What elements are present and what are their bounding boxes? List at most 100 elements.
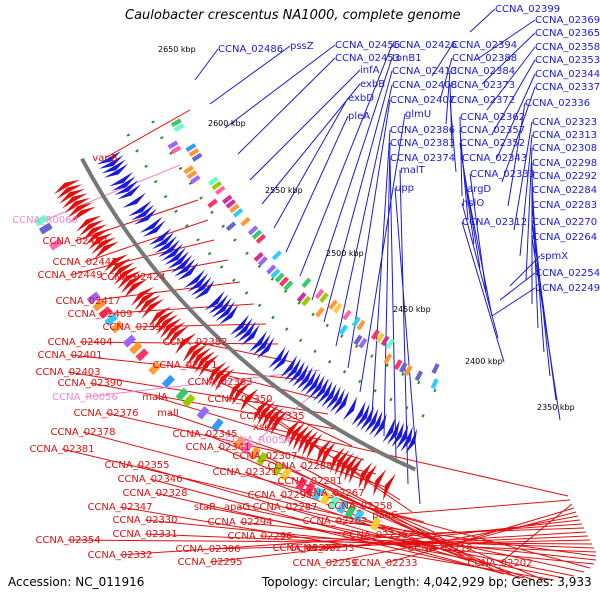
reverse-gene-arrow [283, 419, 301, 445]
forward-gene-label-leader [445, 70, 451, 125]
forward-gene-arrow [321, 383, 337, 407]
forward-gene-arrow [101, 159, 126, 174]
forward-gene-label: argD [467, 184, 491, 195]
forward-gene-label: spmX [540, 251, 568, 262]
cog-block [221, 194, 233, 205]
reverse-gene-label-leader [67, 539, 593, 545]
forward-gene-label-leader [509, 255, 541, 287]
reverse-gene-label: CCNA_02452 [42, 236, 107, 247]
forward-gene-arrow [355, 403, 370, 429]
feature-block [196, 406, 210, 420]
cog-block [247, 225, 259, 236]
reverse-gene-label: CCNA_02449 [37, 270, 102, 281]
forward-gene-label: CCNA_02413 [392, 66, 457, 77]
forward-gene-label-leader [501, 86, 536, 183]
forward-gene-label: CCNA_02362 [460, 112, 525, 123]
reverse-gene-arrow [148, 306, 172, 327]
cog-block [314, 288, 325, 300]
forward-gene-arrow [400, 426, 413, 452]
reverse-gene-arrow [288, 422, 305, 448]
feature-block [344, 504, 357, 519]
cog-block [255, 233, 266, 244]
reverse-gene-arrow [334, 449, 350, 476]
forward-gene-arrow [184, 269, 205, 289]
forward-gene-label: CCNA_02386 [390, 125, 455, 136]
cog-block [356, 319, 366, 331]
forward-gene-label-leader [469, 8, 496, 33]
forward-gene-label: CCNA_02426 [392, 40, 457, 51]
reverse-gene-arrow [76, 215, 102, 232]
reverse-gene-arrow [231, 382, 251, 406]
forward-gene-arrow [256, 337, 275, 359]
cog-block [173, 123, 185, 133]
cog-block [404, 364, 413, 376]
forward-gene-arrow [109, 171, 134, 187]
forward-gene-arrow [268, 346, 286, 369]
reverse-gene-arrow [113, 266, 138, 285]
reverse-gene-label-leader [439, 507, 575, 549]
forward-gene-label: CCNA_02374 [390, 153, 455, 164]
reverse-gene-arrow [261, 404, 280, 429]
cog-block [353, 334, 363, 346]
forward-gene-label: CCNA_02394 [452, 40, 517, 51]
reverse-gene-label: xseA [253, 422, 277, 433]
reverse-gene-arrow [156, 314, 179, 335]
map-title: Caulobacter crescentus NA1000, complete … [125, 8, 461, 23]
reverse-gene-arrow [182, 340, 204, 362]
forward-gene-arrow [131, 204, 155, 221]
reverse-gene-label-leader [184, 364, 317, 399]
forward-gene-label-leader [383, 142, 391, 437]
reverse-gene-label-leader [119, 506, 555, 581]
forward-gene-label-leader [491, 287, 536, 317]
forward-gene-label-leader [439, 57, 453, 101]
reverse-gene-arrow [186, 344, 208, 366]
cog-block [183, 165, 194, 175]
forward-gene-arrow [308, 375, 325, 399]
forward-gene-arrow [114, 180, 139, 196]
forward-gene-arrow [288, 361, 305, 384]
forward-gene-arrow [218, 304, 239, 325]
cog-block [207, 198, 218, 209]
reverse-gene-label: CCNA_02321 [212, 467, 277, 478]
forward-gene-label-leader [496, 73, 536, 159]
forward-gene-arrow [300, 369, 317, 393]
cog-block [328, 299, 338, 310]
forward-gene-label-leader [481, 32, 536, 85]
reverse-gene-arrow [206, 361, 227, 385]
forward-gene-arrow [329, 388, 345, 413]
forward-gene-label: upp [395, 183, 414, 194]
reverse-gene-arrow [257, 401, 276, 426]
forward-gene-arrow [241, 324, 260, 346]
reverse-gene-label-leader [87, 281, 241, 302]
forward-gene-label-leader [335, 84, 393, 347]
reverse-gene-arrow [130, 286, 154, 307]
feature-rings [34, 118, 449, 531]
forward-gene-label: CCNA_02486 [218, 44, 283, 55]
reverse-gene-arrow [167, 325, 189, 347]
reverse-gene-label: CCNA_02371 [152, 360, 217, 371]
feature-block [295, 477, 308, 492]
reverse-gene-arrow [339, 452, 354, 479]
feature-block [48, 238, 63, 251]
cog-block [251, 229, 263, 240]
forward-gene-label-leader [486, 46, 536, 111]
forward-gene-arrow [360, 406, 375, 431]
feature-block [328, 495, 340, 510]
forward-gene-label: CCNA_02388 [452, 53, 517, 64]
feature-block [34, 214, 48, 227]
forward-gene-label-leader [491, 59, 536, 135]
cog-block [257, 256, 268, 267]
reverse-gene-arrow [190, 347, 212, 370]
forward-gene-label-leader [513, 121, 533, 231]
cog-block [283, 280, 294, 291]
reverse-gene-label: CCNA_02294 [207, 517, 272, 528]
forward-gene-label: CCNA_02313 [532, 130, 597, 141]
forward-gene-arrow [177, 262, 199, 281]
reverse-gene-label-leader [324, 515, 579, 564]
feature-block [98, 306, 112, 319]
forward-gene-label: CCNA_02352 [460, 138, 525, 149]
forward-gene-arrow [304, 372, 321, 396]
reverse-gene-arrow [120, 274, 145, 294]
forward-gene-label-leader [461, 221, 505, 363]
forward-gene-label-leader [389, 157, 397, 461]
